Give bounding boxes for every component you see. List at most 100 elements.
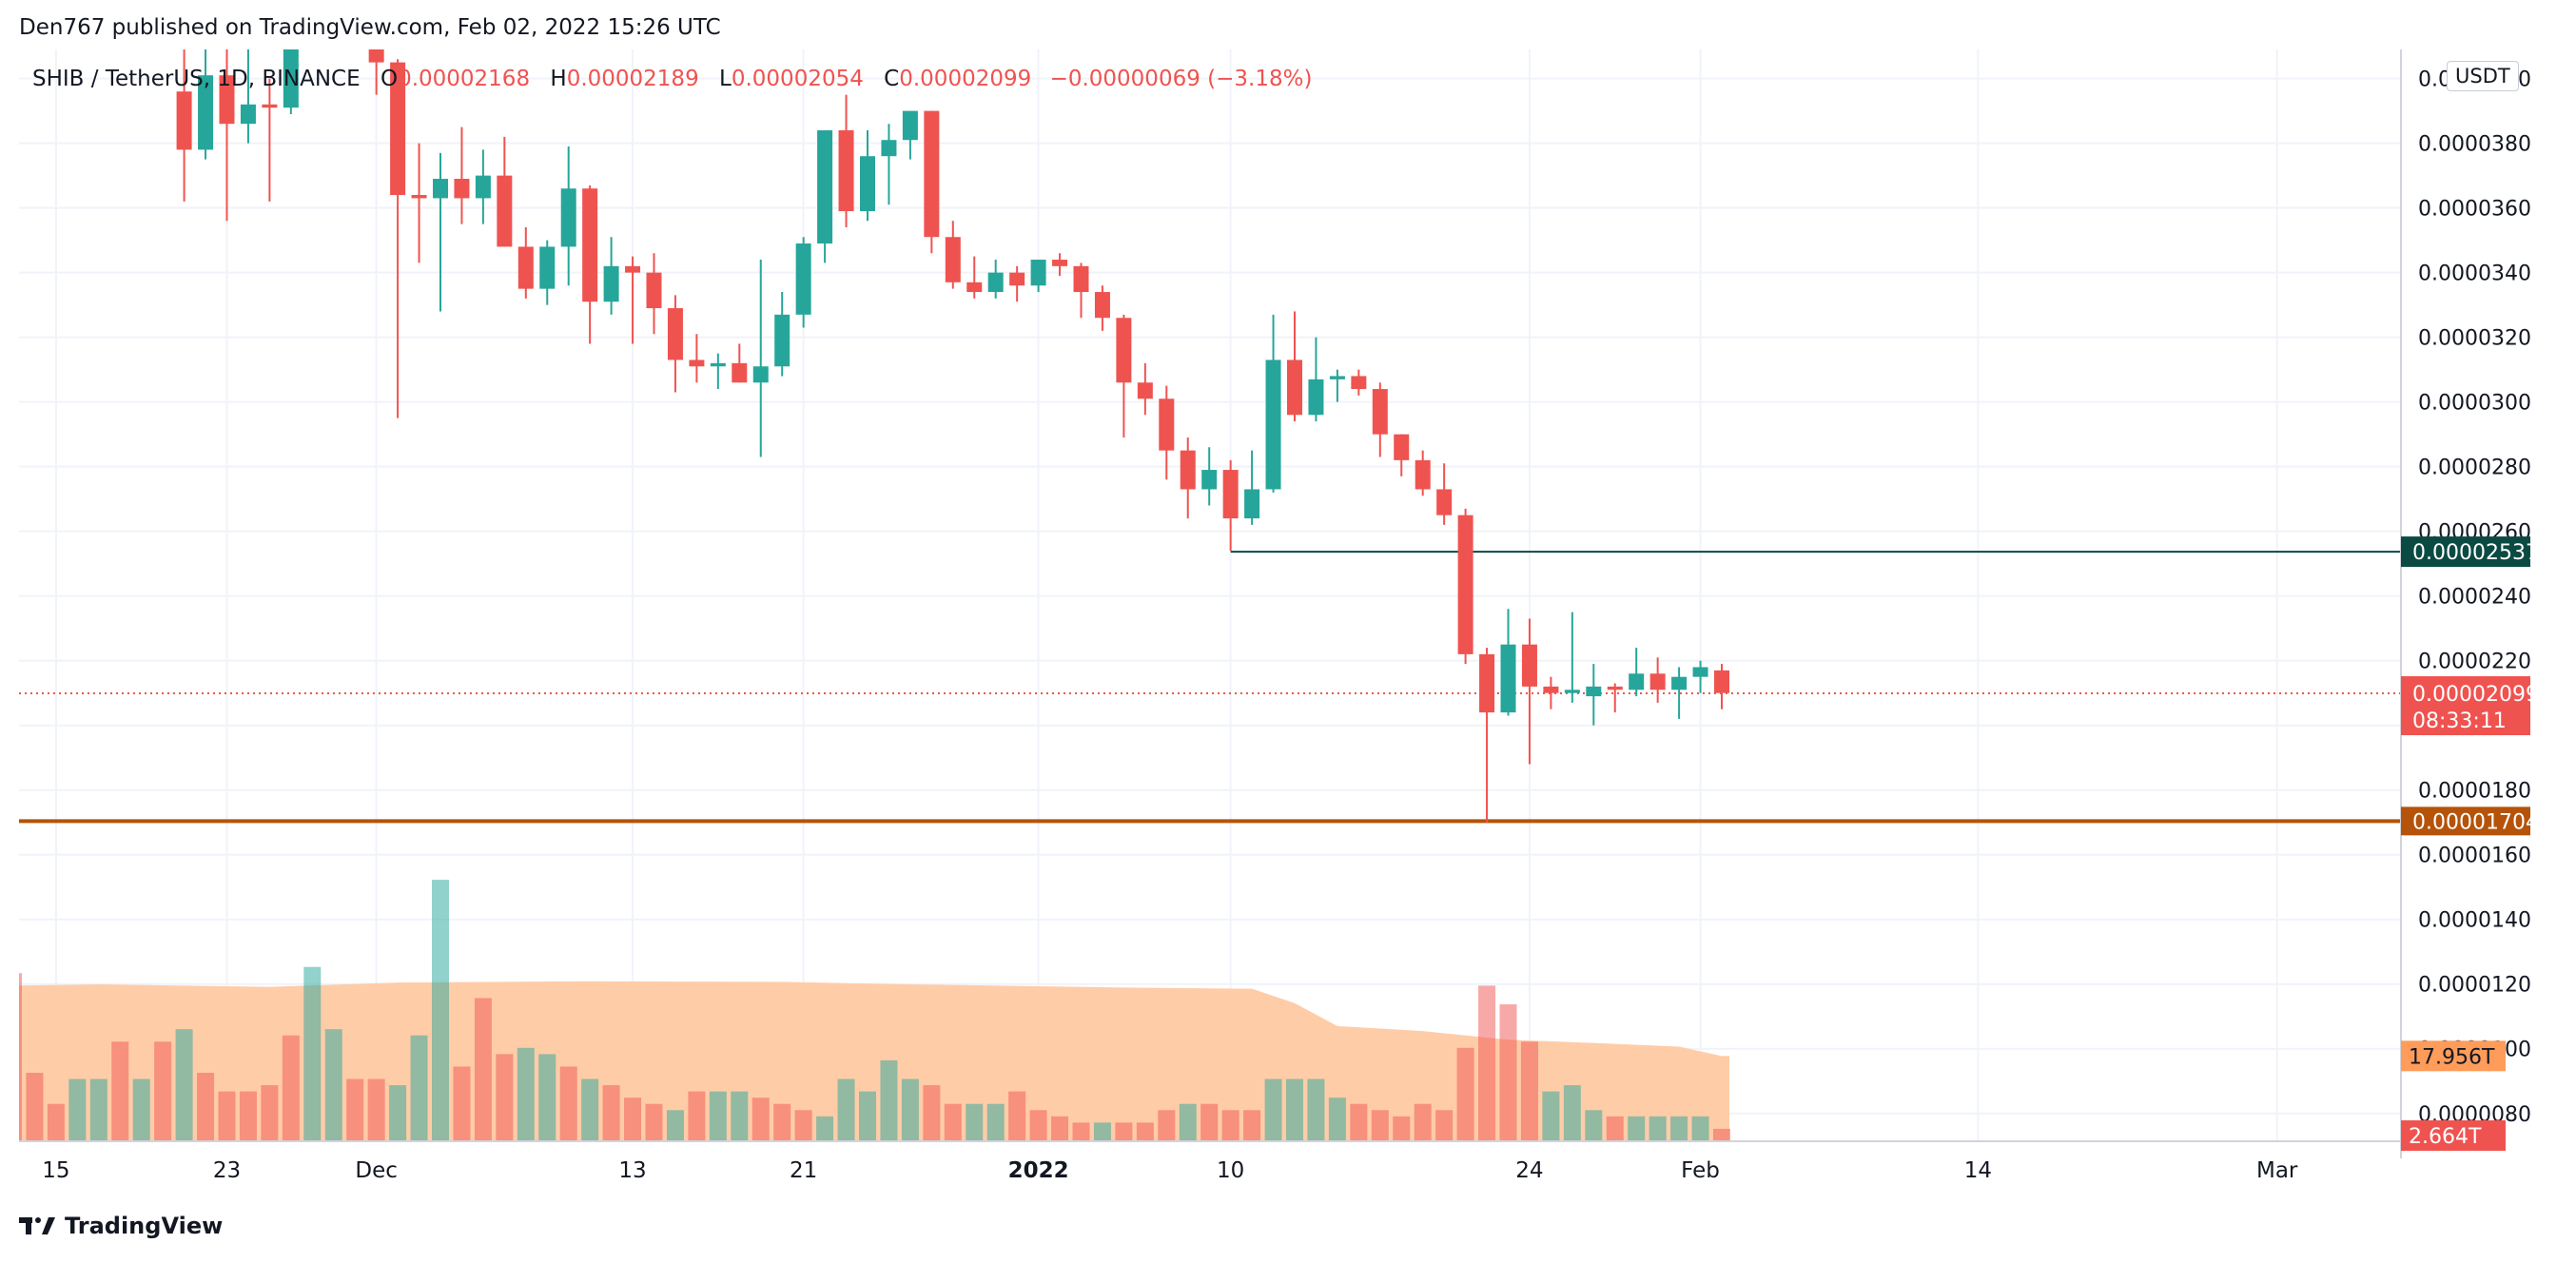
x-tick-label: 15 bbox=[42, 1158, 69, 1183]
x-tick-label: 14 bbox=[1964, 1158, 1992, 1183]
candle-body bbox=[539, 246, 556, 289]
candle-body bbox=[560, 188, 576, 247]
candle-body bbox=[625, 265, 641, 273]
volume-bar bbox=[218, 1091, 236, 1141]
volume-bar bbox=[239, 1091, 257, 1141]
candle-body bbox=[1180, 450, 1196, 490]
chart-area[interactable]: 0.000008000.000010000.000012000.00001400… bbox=[19, 49, 2530, 1196]
volume-bar bbox=[944, 1103, 962, 1141]
candle-body bbox=[752, 366, 769, 383]
candle-body bbox=[1116, 318, 1132, 383]
volume-bar bbox=[1649, 1116, 1667, 1141]
volume-last-tag-bg bbox=[2401, 1120, 2506, 1151]
candle-body bbox=[603, 265, 619, 302]
candle-body bbox=[1521, 644, 1537, 687]
close-value: 0.00002099 bbox=[899, 67, 1032, 91]
candle-body bbox=[987, 272, 1004, 293]
volume-bar bbox=[261, 1085, 279, 1141]
volume-bar bbox=[1628, 1116, 1646, 1141]
x-tick-label: 13 bbox=[618, 1158, 646, 1183]
volume-bar bbox=[346, 1078, 364, 1141]
candles-layer bbox=[176, 49, 1729, 823]
candle-body bbox=[945, 237, 961, 282]
candle-body bbox=[1052, 260, 1068, 266]
volume-bar bbox=[1542, 1091, 1560, 1141]
candle-body bbox=[176, 91, 192, 150]
candle-body bbox=[1094, 292, 1110, 319]
open-value: 0.00002168 bbox=[398, 67, 531, 91]
candle-body bbox=[1073, 265, 1089, 293]
candle-body bbox=[966, 282, 983, 293]
high-value: 0.00002189 bbox=[566, 67, 699, 91]
candle-body bbox=[1137, 382, 1153, 399]
candle-body bbox=[1265, 359, 1281, 490]
volume-bar bbox=[1713, 1128, 1730, 1141]
volume-bar bbox=[1029, 1110, 1047, 1141]
volume-bar bbox=[197, 1073, 215, 1141]
volume-bar bbox=[1307, 1078, 1325, 1141]
volume-bar bbox=[1051, 1116, 1069, 1141]
volume-bar bbox=[19, 973, 22, 1141]
close-label: C bbox=[884, 67, 900, 91]
candle-body bbox=[817, 130, 833, 244]
volume-bar bbox=[923, 1085, 941, 1141]
candle-body bbox=[1372, 389, 1388, 435]
y-tick-label: 0.00003800 bbox=[2418, 133, 2530, 157]
candle-body bbox=[1457, 515, 1473, 654]
x-tick-label: 21 bbox=[790, 1158, 817, 1183]
volume-bar bbox=[816, 1116, 834, 1141]
volume-bar bbox=[432, 880, 449, 1141]
volume-ma-tag-bg bbox=[2401, 1040, 2506, 1072]
candle-body bbox=[198, 75, 214, 150]
volume-bar bbox=[1093, 1122, 1111, 1141]
volume-bar bbox=[859, 1091, 876, 1141]
high-label: H bbox=[550, 67, 567, 91]
candle-body bbox=[283, 49, 299, 108]
level-lines bbox=[19, 551, 2401, 824]
volume-bar bbox=[26, 1073, 44, 1141]
change-value: −0.00000069 (−3.18%) bbox=[1049, 67, 1313, 91]
volume-bar bbox=[1158, 1110, 1176, 1141]
candle-body bbox=[924, 110, 940, 238]
volume-bar bbox=[1393, 1116, 1411, 1141]
volume-bar bbox=[880, 1059, 898, 1141]
volume-bar bbox=[1221, 1110, 1239, 1141]
symbol-label[interactable]: SHIB / TetherUS, 1D, BINANCE bbox=[32, 67, 361, 91]
resistance-price-tag: 0.00002537 bbox=[2412, 541, 2530, 565]
currency-unit-button[interactable]: USDT bbox=[2447, 61, 2519, 91]
volume-bar bbox=[1670, 1116, 1688, 1141]
x-tick-label: 23 bbox=[213, 1158, 241, 1183]
volume-bar bbox=[1072, 1122, 1090, 1141]
volume-bar bbox=[175, 1029, 193, 1141]
candle-body bbox=[1308, 379, 1324, 416]
candle-body bbox=[732, 362, 748, 383]
volume-bar bbox=[154, 1041, 172, 1141]
volume-bar bbox=[1264, 1078, 1282, 1141]
volume-bar bbox=[1200, 1103, 1219, 1141]
volume-bar bbox=[1691, 1116, 1709, 1141]
volume-bar bbox=[453, 1066, 471, 1141]
volume-bar bbox=[47, 1103, 65, 1141]
volume-bar bbox=[581, 1078, 599, 1141]
candle-body bbox=[1329, 376, 1345, 379]
volume-bar bbox=[986, 1103, 1005, 1141]
resistance-price-tag-bg bbox=[2401, 536, 2530, 568]
candle-body bbox=[1009, 272, 1025, 286]
volume-bar bbox=[1456, 1047, 1474, 1141]
x-tick-label: Dec bbox=[355, 1158, 398, 1183]
price-chart[interactable]: 0.000008000.000010000.000012000.00001400… bbox=[19, 49, 2530, 1196]
candle-body bbox=[1607, 686, 1623, 690]
candle-body bbox=[1586, 686, 1602, 697]
volume-bar bbox=[1478, 985, 1496, 1141]
tradingview-brand[interactable]: TradingView bbox=[19, 1213, 223, 1239]
volume-bar bbox=[1563, 1085, 1581, 1141]
volume-bar bbox=[111, 1041, 129, 1141]
volume-bar bbox=[966, 1103, 984, 1141]
volume-bar bbox=[1499, 1004, 1517, 1141]
volume-bar bbox=[688, 1091, 706, 1141]
candle-body bbox=[240, 104, 256, 125]
